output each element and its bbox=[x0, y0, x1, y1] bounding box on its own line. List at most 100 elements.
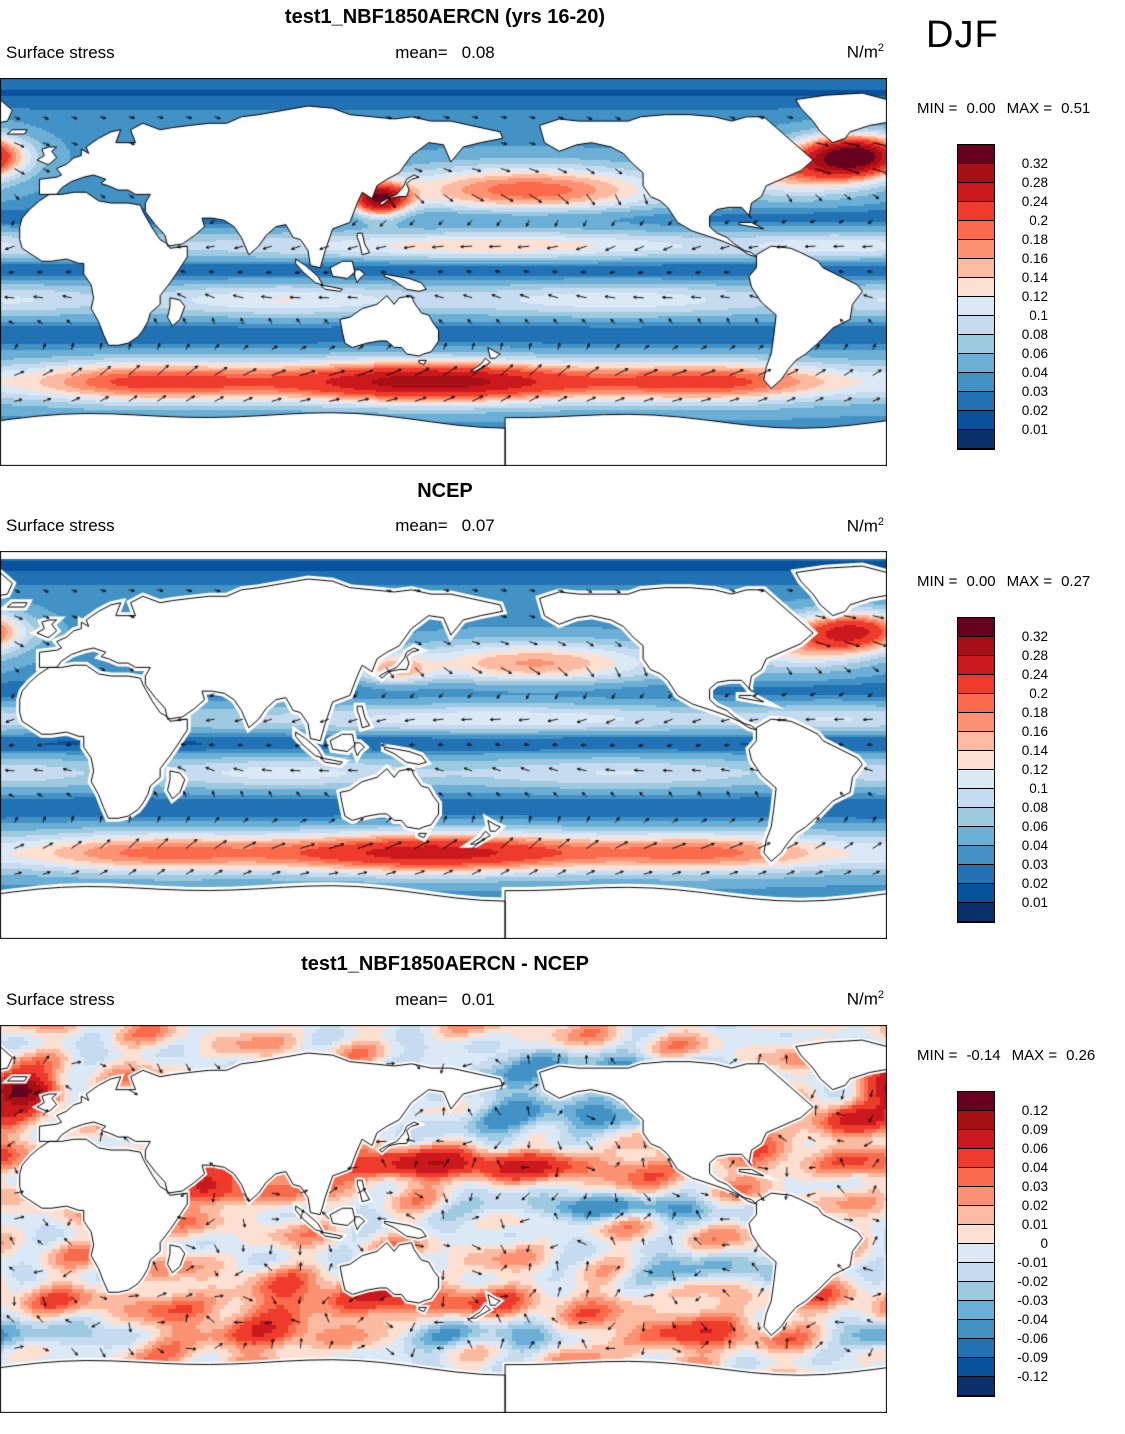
map-row: MIN = 0.00 MAX = 0.51 0.32 0.28 0.24 0.2 0.18 0.… bbox=[0, 77, 1125, 466]
colorbar-cell bbox=[958, 808, 994, 828]
colorbar-tick-label: 0.1 bbox=[1029, 307, 1048, 323]
season-label: DJF bbox=[926, 14, 999, 56]
colorbar-cell bbox=[958, 163, 994, 183]
colorbar-cell bbox=[958, 353, 994, 373]
colorbar-tick-label: 0.18 bbox=[1021, 231, 1048, 247]
map-canvas-model bbox=[0, 77, 887, 466]
colorbar-tick-label: 0.06 bbox=[1021, 345, 1048, 361]
colorbar-cell bbox=[958, 1376, 994, 1396]
colorbar-tick-label: 0.2 bbox=[1029, 212, 1048, 228]
colorbar-tick-label: 0.24 bbox=[1021, 667, 1048, 683]
mean-value: 0.08 bbox=[461, 42, 495, 62]
colorbar-cell bbox=[958, 656, 994, 676]
colorbar-cell bbox=[958, 1357, 994, 1377]
colorbar-tick-label: 0.12 bbox=[1021, 762, 1048, 778]
panel-subheader: Surface stress mean= 0.08 N/m2 bbox=[0, 42, 890, 63]
colorbar-tick-label: -0.01 bbox=[1017, 1254, 1048, 1270]
colorbar-cell bbox=[958, 1129, 994, 1149]
colorbar-cell bbox=[958, 865, 994, 885]
mean-value: 0.07 bbox=[461, 516, 495, 536]
colorbar-cell bbox=[958, 770, 994, 790]
colorbar-cell bbox=[958, 296, 994, 316]
colorbar-cell bbox=[958, 334, 994, 354]
min-label: MIN = bbox=[917, 573, 958, 591]
colorbar-cell bbox=[958, 1091, 994, 1111]
units-label: N/m2 bbox=[601, 42, 884, 63]
max-value: 0.51 bbox=[1061, 99, 1091, 117]
colorbar-cell bbox=[958, 201, 994, 221]
units-exponent: 2 bbox=[877, 515, 884, 528]
colorbar-tick-label: 0.12 bbox=[1021, 1102, 1048, 1118]
colorbar-tick-label: 0.04 bbox=[1021, 838, 1048, 854]
colorbar-tick-label: -0.03 bbox=[1017, 1292, 1048, 1308]
colorbar-cell bbox=[958, 391, 994, 411]
colorbar-tick-label: -0.06 bbox=[1017, 1330, 1048, 1346]
colorbar-cell bbox=[958, 144, 994, 164]
colorbar-cell bbox=[958, 429, 994, 449]
colorbar: 0.32 0.28 0.24 0.2 0.18 0.16 0.14 0.12 0.1 0.08 0.… bbox=[957, 143, 1048, 450]
colorbar-tick-label: 0 bbox=[1040, 1235, 1048, 1251]
colorbar-tick-label: 0.03 bbox=[1021, 857, 1048, 873]
colorbar-tick-label: 0.01 bbox=[1021, 421, 1048, 437]
colorbar-cell bbox=[958, 1243, 994, 1263]
colorbar-tick-label: -0.09 bbox=[1017, 1349, 1048, 1365]
colorbar-cell bbox=[958, 1186, 994, 1206]
colorbar-tick-label: 0.04 bbox=[1021, 364, 1048, 380]
min-value: -0.14 bbox=[966, 1046, 1001, 1064]
colorbar-cell bbox=[958, 182, 994, 202]
units-label: N/m2 bbox=[601, 989, 884, 1010]
units-label: N/m2 bbox=[601, 516, 884, 537]
panel-model: test1_NBF1850AERCN (yrs 16-20) Surface s… bbox=[0, 0, 1125, 466]
colorbar-tick-label: 0.06 bbox=[1021, 1140, 1048, 1156]
colorbar-tick-label: 0.08 bbox=[1021, 326, 1048, 342]
colorbar-tick-label: 0.32 bbox=[1021, 629, 1048, 645]
mean-label: mean= bbox=[395, 42, 448, 62]
panel-subheader: Surface stress mean= 0.01 N/m2 bbox=[0, 989, 890, 1010]
mean-label: mean= bbox=[395, 989, 448, 1009]
colorbar-cell bbox=[958, 1281, 994, 1301]
colorbar-tick-label: 0.28 bbox=[1021, 648, 1048, 664]
colorbar-cell bbox=[958, 1224, 994, 1244]
units-text: N/m bbox=[846, 516, 878, 536]
colorbar-cell bbox=[958, 675, 994, 695]
colorbar-tick-label: 0.06 bbox=[1021, 819, 1048, 835]
colorbar-cell bbox=[958, 372, 994, 392]
colorbar-tick-label: -0.04 bbox=[1017, 1311, 1048, 1327]
colorbar-cell bbox=[958, 827, 994, 847]
minmax-readout: MIN = -0.14 MAX = 0.26 bbox=[917, 1047, 1095, 1064]
map-row: MIN = 0.00 MAX = 0.27 0.32 0.28 0.24 0.2 0.18 0.… bbox=[0, 551, 1125, 940]
max-value: 0.27 bbox=[1061, 573, 1091, 591]
colorbar-tick-label: 0.18 bbox=[1021, 705, 1048, 721]
mean-readout: mean= 0.01 bbox=[289, 990, 601, 1010]
mean-value: 0.01 bbox=[461, 989, 495, 1009]
colorbar-tick-label: 0.04 bbox=[1021, 1159, 1048, 1175]
map-canvas-difference bbox=[0, 1024, 887, 1413]
colorbar-cell bbox=[958, 903, 994, 923]
min-label: MIN = bbox=[917, 1046, 958, 1064]
colorbar-cell bbox=[958, 410, 994, 430]
panel-title: test1_NBF1850AERCN - NCEP bbox=[301, 953, 589, 976]
minmax-readout: MIN = 0.00 MAX = 0.27 bbox=[917, 573, 1090, 590]
mean-readout: mean= 0.07 bbox=[289, 516, 601, 536]
colorbar-tick-label: 0.24 bbox=[1021, 193, 1048, 209]
max-label: MAX = bbox=[1006, 99, 1053, 117]
colorbar-cell bbox=[958, 1300, 994, 1320]
colorbar-cell bbox=[958, 258, 994, 278]
colorbar-tick-label: 0.09 bbox=[1021, 1121, 1048, 1137]
colorbar-cell bbox=[958, 694, 994, 714]
max-value: 0.26 bbox=[1066, 1046, 1096, 1064]
max-label: MAX = bbox=[1006, 573, 1053, 591]
colorbar-tick-label: 0.03 bbox=[1021, 383, 1048, 399]
colorbar-cell bbox=[958, 220, 994, 240]
colorbar-tick-label: 0.02 bbox=[1021, 402, 1048, 418]
colorbar-tick-label: 0.1 bbox=[1029, 781, 1048, 797]
colorbar-cell bbox=[958, 277, 994, 297]
colorbar-tick-label: 0.08 bbox=[1021, 800, 1048, 816]
colorbar-tick-label: 0.01 bbox=[1021, 1216, 1048, 1232]
map-canvas-ncep bbox=[0, 551, 887, 940]
colorbar-tick-label: -0.12 bbox=[1017, 1368, 1048, 1384]
colorbar-tick-label: 0.12 bbox=[1021, 288, 1048, 304]
colorbar: 0.12 0.09 0.06 0.04 0.03 0.02 0.01 0 -0.01 -0.02 -… bbox=[957, 1090, 1048, 1397]
legend-column: MIN = 0.00 MAX = 0.27 0.32 0.28 0.24 0.2 0.18 0.… bbox=[897, 551, 1125, 939]
colorbar-cell bbox=[958, 751, 994, 771]
